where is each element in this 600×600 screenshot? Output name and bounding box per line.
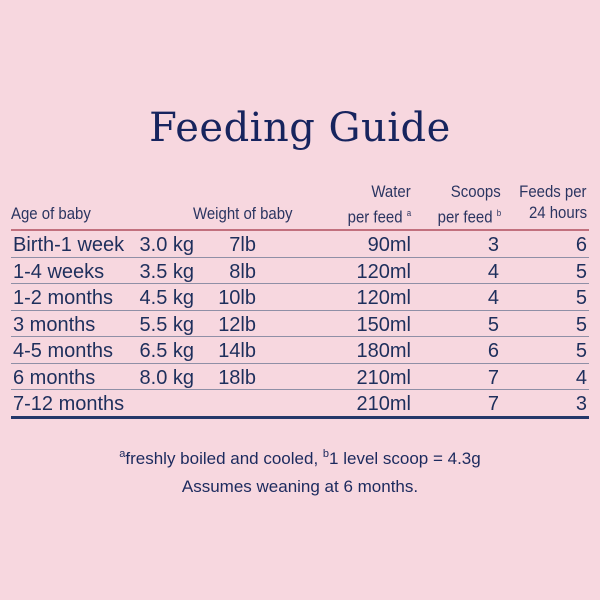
table-row: 4-5 months 6.5 kg 14lb 180ml 6 5 — [11, 337, 589, 364]
header-scoops: Scoops — [451, 182, 501, 201]
header-age: Age of baby — [11, 204, 91, 223]
footnote-line-2: Assumes weaning at 6 months. — [181, 477, 419, 496]
table-row: 1-4 weeks 3.5 kg 8lb 120ml 4 5 — [11, 258, 589, 284]
footnotes: afreshly boiled and cooled, b1 level sco… — [0, 440, 600, 501]
header-water: Water — [371, 182, 411, 201]
table-row: 1-2 months 4.5 kg 10lb 120ml 4 5 — [11, 284, 589, 311]
table-row: 3 months 5.5 kg 12lb 150ml 5 5 — [11, 311, 589, 337]
footnote-line-1: afreshly boiled and cooled, b1 level sco… — [119, 448, 481, 468]
header-water-line2: per feed a — [347, 207, 411, 227]
header-feeds: Feeds per — [519, 182, 587, 201]
table-header: Age of baby Weight of baby Water per fee… — [11, 175, 589, 231]
table-row: 7-12 months 210ml 7 3 — [11, 390, 589, 419]
page-title: Feeding Guide — [149, 105, 451, 151]
feeding-table: Age of baby Weight of baby Water per fee… — [11, 175, 589, 419]
table-row: 6 months 8.0 kg 18lb 210ml 7 4 — [11, 364, 589, 390]
table-row: Birth-1 week 3.0 kg 7lb 90ml 3 6 — [11, 231, 589, 258]
header-scoops-line2: per feed b — [437, 207, 501, 227]
header-weight: Weight of baby — [193, 204, 293, 223]
header-feeds-line2: 24 hours — [528, 203, 587, 222]
